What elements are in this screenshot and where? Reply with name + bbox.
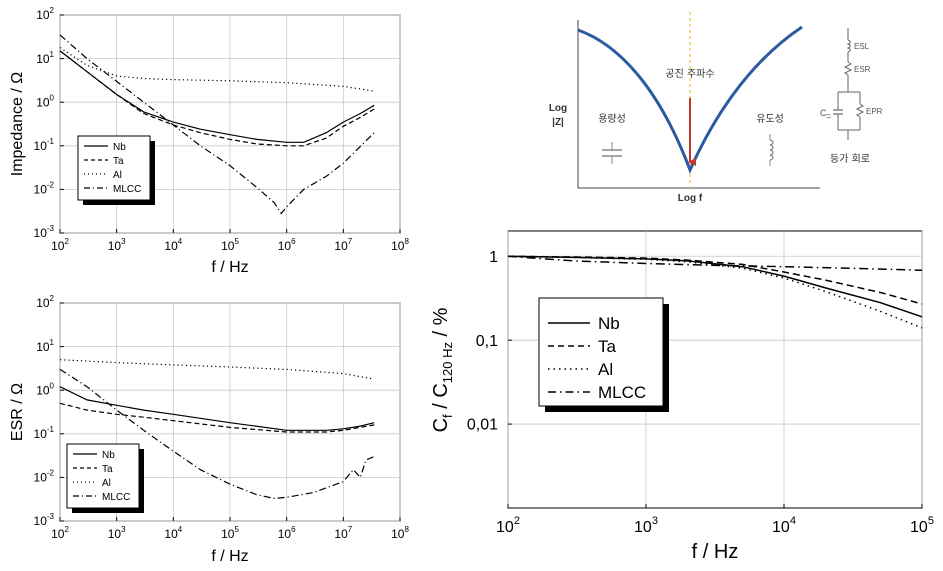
impedance-series [59, 34, 375, 215]
impedance-y-axis-label: Impedance / Ω [9, 72, 26, 177]
impedance-chart: 102 103 104 105 106 107 108 10-3 10-2 10-1 100 101… [9, 6, 409, 276]
x-tick-label: 103 [108, 525, 126, 541]
impedance-legend-al: Al [113, 170, 122, 181]
impedance-series-ta [59, 50, 375, 147]
c-label: C [820, 108, 827, 118]
esr-series [59, 359, 375, 500]
y-tick-label: 101 [36, 50, 54, 66]
impedance-x-axis-label: f / Hz [211, 259, 248, 276]
x-tick-label: 104 [772, 515, 796, 536]
x-tick-label: 108 [391, 525, 409, 541]
schematic-y-label-z: |Z| [552, 117, 564, 128]
epr-label: EPR [866, 107, 883, 116]
impedance-legend-box [77, 135, 151, 201]
capacitance-legend-nb: Nb [598, 314, 620, 333]
esr-label: ESR [854, 65, 871, 74]
inductor-symbol-icon [769, 134, 774, 166]
capacitive-label: 용량성 [598, 113, 626, 125]
x-tick-label: 105 [910, 515, 934, 536]
esr-x-axis-label: f / Hz [211, 548, 248, 565]
esr-series-nb [59, 386, 375, 431]
impedance-legend-ta: Ta [113, 156, 124, 167]
x-tick-label: 106 [278, 525, 296, 541]
x-tick-label: 106 [278, 237, 296, 253]
impedance-series-al [59, 46, 375, 92]
capacitance-y-ticks: 1 0,1 0,01 [467, 249, 512, 434]
y-tick-label: 0,01 [467, 417, 498, 434]
esr-legend: Nb Ta Al MLCC [66, 443, 144, 513]
esr-legend-box [66, 443, 140, 509]
esr-series-mlcc [59, 368, 375, 500]
y-tick-label: 100 [36, 93, 54, 109]
equivalent-circuit-icon [833, 28, 865, 140]
impedance-y-ticks: 10-3 10-2 10-1 100 101 102 [34, 6, 64, 240]
y-tick-label: 10-3 [34, 512, 55, 528]
y-tick-label: 10-2 [34, 469, 55, 485]
capacitance-y-axis-label: Cf / C120 Hz / % [430, 307, 455, 432]
x-tick-label: 107 [334, 237, 352, 253]
x-tick-label: 108 [391, 237, 409, 253]
x-tick-label: 105 [221, 237, 239, 253]
y-tick-label: 1 [489, 249, 498, 266]
capacitance-chart: 102 103 104 105 1 0,1 0,01 f / Hz Cf / C120 H… [430, 230, 934, 563]
schematic-y-label-log: Log [549, 103, 567, 114]
capacitance-legend-al: Al [598, 360, 613, 379]
x-tick-label: 102 [51, 237, 69, 253]
esr-series-ta [59, 402, 375, 433]
esr-y-axis-label: ESR / Ω [9, 383, 26, 441]
esr-x-ticks: 102 103 104 105 106 107 108 [51, 517, 409, 541]
x-tick-label: 102 [51, 525, 69, 541]
esr-legend-al: Al [102, 478, 111, 489]
y-tick-label: 0,1 [476, 333, 498, 350]
y-tick-label: 10-1 [34, 425, 55, 441]
esr-legend-nb: Nb [102, 450, 115, 461]
equivalent-circuit-label: 등가 회로 [830, 153, 870, 165]
resonance-frequency-label: 공진 주파수 [665, 68, 714, 80]
x-tick-label: 104 [164, 525, 182, 541]
y-tick-label: 102 [36, 294, 54, 310]
y-tick-label: 100 [36, 381, 54, 397]
impedance-v-curve [577, 25, 803, 174]
x-tick-label: 107 [334, 525, 352, 541]
capacitance-x-ticks: 102 103 104 105 [496, 504, 934, 536]
esr-legend-ta: Ta [102, 464, 113, 475]
impedance-schematic-diagram: 공진 주파수 Log |Z| Log f 용량성 유도성 [549, 12, 883, 204]
impedance-x-ticks: 102 103 104 105 106 107 108 [51, 229, 409, 253]
capacitance-series-ta [507, 255, 923, 305]
c-equals-sign: = [826, 111, 831, 121]
impedance-legend-nb: Nb [113, 142, 126, 153]
y-tick-label: 10-3 [34, 224, 55, 240]
x-tick-label: 103 [108, 237, 126, 253]
inductive-label: 유도성 [756, 113, 784, 125]
x-tick-label: 105 [221, 525, 239, 541]
y-tick-label: 101 [36, 338, 54, 354]
esr-legend-mlcc: MLCC [102, 492, 130, 503]
y-tick-label: 102 [36, 6, 54, 22]
capacitance-x-axis-label: f / Hz [692, 541, 739, 563]
esr-chart: 102 103 104 105 106 107 108 10-3 10-2 10-1 100 101… [9, 294, 409, 565]
y-tick-label: 10-2 [34, 181, 55, 197]
capacitance-legend: Nb Ta Al MLCC [538, 297, 669, 412]
schematic-x-label: Log f [678, 193, 703, 204]
capacitance-series [507, 255, 923, 329]
x-tick-label: 104 [164, 237, 182, 253]
capacitance-legend-box [538, 297, 664, 407]
esr-y-ticks: 10-3 10-2 10-1 100 101 102 [34, 294, 64, 528]
impedance-legend: Nb Ta Al MLCC [77, 135, 155, 205]
esl-label: ESL [854, 42, 870, 51]
x-tick-label: 103 [634, 515, 658, 536]
y-tick-label: 10-1 [34, 137, 55, 153]
impedance-legend-mlcc: MLCC [113, 184, 141, 195]
capacitance-legend-mlcc: MLCC [598, 383, 646, 402]
capacitor-symbol-icon [602, 142, 622, 164]
x-tick-label: 102 [496, 515, 520, 536]
capacitance-series-mlcc [507, 255, 923, 272]
capacitance-legend-ta: Ta [598, 337, 617, 356]
